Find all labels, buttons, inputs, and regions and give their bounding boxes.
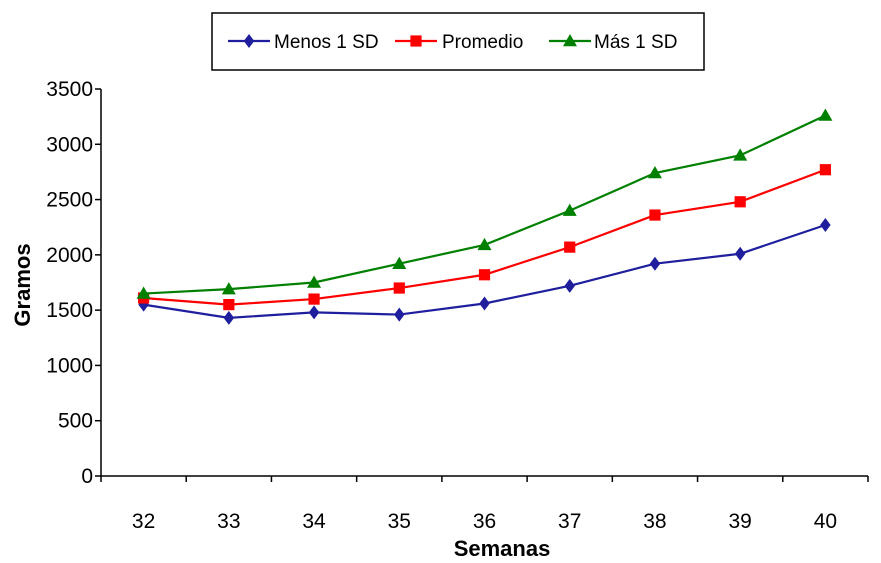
y-tick-label: 1000: [46, 354, 93, 377]
data-point-marker: [647, 166, 662, 179]
y-tick-label: 3000: [46, 133, 93, 156]
y-tick-label: 0: [81, 465, 93, 488]
data-point-marker: [649, 256, 661, 271]
x-tick-label: 40: [814, 510, 837, 533]
data-point-marker: [392, 256, 407, 269]
data-point-marker: [649, 209, 661, 221]
x-tick-label: 37: [558, 510, 581, 533]
legend-swatch-marker: [243, 34, 255, 48]
axes: 0 500 1000 1500 2000 2500 3000 3500 32 33 34 35 36 37…: [46, 78, 869, 533]
data-point-marker: [733, 148, 748, 161]
data-point-marker: [479, 296, 490, 311]
data-point-marker: [307, 275, 322, 288]
y-tick-label: 3500: [46, 78, 93, 101]
data-point-marker: [223, 310, 235, 325]
x-tick-label: 33: [217, 510, 240, 533]
legend-box: [211, 12, 705, 71]
data-point-marker: [478, 269, 491, 281]
y-tick-label: 500: [58, 410, 93, 433]
data-point-marker: [820, 218, 831, 233]
data-point-marker: [818, 108, 833, 121]
y-axis-title: Gramos: [10, 243, 35, 326]
data-point-marker: [819, 164, 831, 176]
data-point-marker: [477, 237, 492, 251]
data-point-marker: [136, 286, 151, 299]
data-point-marker: [221, 282, 236, 295]
legend: Menos 1 SD Promedio Más 1 SD: [211, 12, 705, 71]
legend-entry: Más 1 SD: [549, 32, 677, 53]
legend-swatch-marker: [563, 34, 577, 47]
x-axis-title: Semanas: [454, 536, 551, 561]
legend-label: Menos 1 SD: [274, 32, 379, 53]
data-point-marker: [562, 203, 577, 216]
series-2: [136, 108, 833, 299]
data-point-marker: [564, 278, 575, 293]
data-point-marker: [223, 299, 235, 311]
x-tick-label: 34: [302, 510, 326, 533]
series-layer: [136, 108, 833, 325]
series-0: [138, 218, 831, 325]
legend-label: Más 1 SD: [594, 32, 677, 53]
data-point-marker: [394, 307, 405, 322]
x-tick-label: 35: [388, 510, 411, 533]
legend-swatch-marker: [410, 35, 422, 47]
data-point-marker: [308, 293, 320, 305]
legend-entry: Promedio: [395, 32, 523, 53]
series-line: [143, 168, 826, 306]
x-tick-label: 36: [473, 510, 496, 533]
data-point-marker: [393, 282, 405, 294]
data-point-marker: [734, 196, 746, 208]
y-tick-label: 2000: [46, 244, 93, 267]
y-tick-label: 2500: [46, 189, 93, 212]
x-tick-label: 39: [728, 510, 751, 533]
data-point-marker: [564, 241, 576, 253]
x-tick-label: 38: [643, 510, 666, 533]
y-tick-label: 1500: [46, 299, 93, 322]
data-point-marker: [308, 305, 320, 320]
data-point-marker: [734, 246, 746, 261]
x-tick-label: 32: [132, 510, 155, 533]
legend-label: Promedio: [442, 32, 523, 53]
legend-entry: Menos 1 SD: [228, 32, 379, 53]
